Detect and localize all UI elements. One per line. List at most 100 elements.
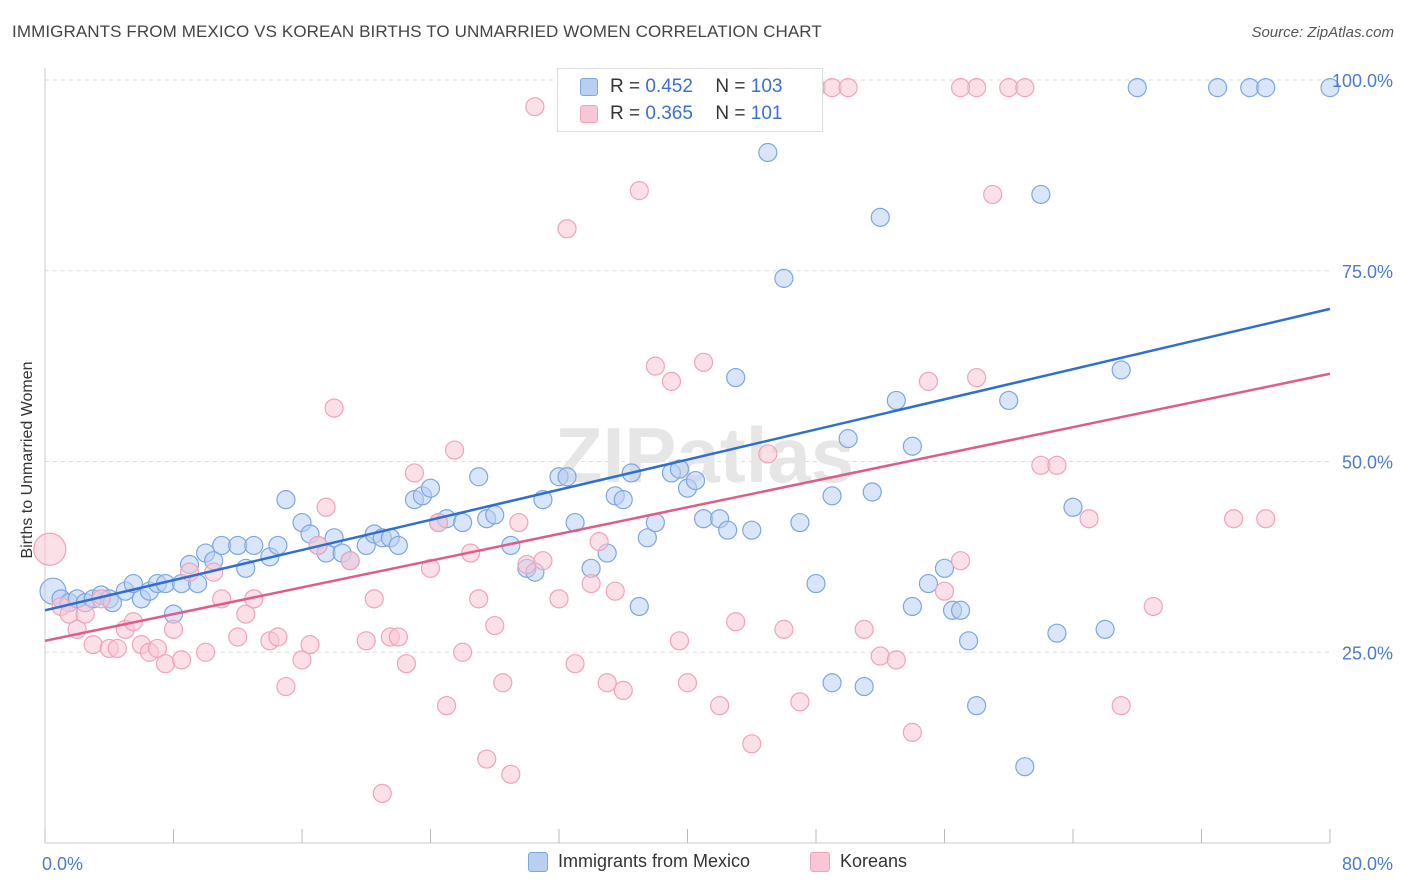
point-mexico	[806, 573, 826, 594]
point-mexico	[902, 596, 922, 617]
point-koreans	[967, 367, 987, 388]
point-mexico	[774, 268, 794, 288]
legend-n-value-koreans: 101	[750, 103, 783, 124]
y-tick-label: 25.0%	[1342, 643, 1393, 663]
legend-swatch-koreans	[810, 851, 830, 872]
point-koreans	[1015, 78, 1035, 98]
point-koreans	[444, 440, 465, 460]
y-tick-labels: 25.0% 50.0% 75.0% 100.0%	[1332, 71, 1393, 663]
point-mexico	[862, 482, 882, 502]
point-koreans	[501, 764, 521, 784]
point-mexico	[1031, 184, 1051, 205]
point-koreans	[581, 573, 601, 594]
point-mexico	[276, 490, 296, 510]
point-mexico	[726, 367, 746, 388]
point-koreans	[726, 612, 746, 632]
point-koreans	[436, 696, 457, 716]
point-koreans	[171, 650, 192, 670]
point-koreans	[902, 722, 922, 742]
point-koreans	[677, 673, 698, 693]
point-koreans	[669, 631, 690, 651]
point-mexico	[854, 676, 874, 697]
data-points	[33, 78, 1340, 804]
point-koreans	[589, 532, 609, 552]
point-mexico	[693, 509, 714, 529]
point-koreans	[645, 356, 665, 376]
correlation-legend: R = 0.452 N = 103 R = 0.365 N = 101	[557, 68, 823, 132]
point-koreans	[300, 635, 320, 655]
point-koreans	[33, 532, 67, 566]
point-koreans	[774, 619, 794, 639]
x-tick-labels: 0.0% 80.0%	[42, 854, 1393, 874]
point-koreans	[340, 551, 360, 571]
source-label: Source: ZipAtlas.com	[1251, 24, 1394, 41]
point-koreans	[324, 398, 344, 418]
x-tick-label: 80.0%	[1342, 854, 1393, 874]
point-koreans	[983, 184, 1003, 205]
point-koreans	[918, 371, 939, 391]
legend-swatch-koreans	[580, 105, 598, 123]
chart-title: IMMIGRANTS FROM MEXICO VS KOREAN BIRTHS …	[12, 22, 822, 41]
legend-item-koreans: Koreans	[810, 851, 907, 872]
point-koreans	[396, 654, 417, 674]
point-mexico	[228, 535, 248, 556]
y-tick-label: 100.0%	[1332, 71, 1393, 91]
point-mexico	[967, 696, 987, 716]
point-mexico	[557, 467, 577, 487]
point-koreans	[163, 619, 184, 639]
point-mexico	[886, 390, 906, 411]
legend-label-koreans: Koreans	[840, 851, 908, 871]
point-koreans	[565, 654, 585, 674]
legend-n-label: N =	[715, 103, 746, 124]
point-mexico	[1047, 623, 1067, 643]
point-koreans	[886, 650, 906, 670]
point-mexico	[902, 436, 922, 456]
point-mexico	[388, 535, 408, 556]
point-koreans	[934, 581, 955, 601]
point-koreans	[1143, 596, 1163, 617]
point-koreans	[509, 512, 529, 533]
point-mexico	[613, 490, 633, 510]
point-koreans	[147, 638, 168, 659]
point-koreans	[597, 673, 617, 693]
point-koreans	[316, 497, 336, 517]
point-koreans	[485, 615, 505, 636]
y-tick-label: 75.0%	[1342, 262, 1393, 282]
point-koreans	[1031, 455, 1051, 475]
point-koreans	[1047, 455, 1067, 475]
point-koreans	[693, 352, 714, 372]
point-mexico	[1207, 78, 1228, 98]
point-mexico	[790, 512, 810, 533]
point-koreans	[950, 551, 971, 571]
point-mexico	[934, 558, 955, 578]
point-koreans	[710, 696, 730, 716]
point-koreans	[292, 650, 312, 670]
y-tick-label: 50.0%	[1342, 453, 1393, 473]
legend-label-mexico: Immigrants from Mexico	[558, 851, 751, 871]
point-koreans	[629, 181, 649, 201]
legend-r-value-mexico: 0.452	[645, 76, 693, 97]
point-koreans	[533, 551, 553, 571]
point-koreans	[557, 219, 577, 239]
point-mexico	[1015, 757, 1035, 777]
point-koreans	[950, 78, 971, 98]
point-mexico	[244, 535, 264, 556]
point-mexico	[950, 600, 971, 620]
point-koreans	[870, 646, 890, 666]
point-mexico	[822, 673, 842, 693]
point-koreans	[477, 749, 497, 769]
point-koreans	[967, 78, 987, 98]
point-mexico	[453, 512, 473, 533]
legend-row-koreans: R = 0.365 N = 101	[580, 101, 782, 127]
point-koreans	[107, 638, 127, 659]
point-koreans	[742, 734, 762, 754]
point-mexico	[685, 470, 706, 491]
point-koreans	[236, 604, 256, 624]
point-koreans	[364, 589, 384, 609]
series-legend: Immigrants from Mexico Koreans	[0, 851, 1406, 877]
point-mexico	[1127, 78, 1147, 98]
point-mexico	[918, 573, 939, 594]
legend-r-label: R =	[610, 103, 641, 124]
point-mexico	[758, 142, 778, 163]
point-mexico	[1256, 78, 1276, 98]
